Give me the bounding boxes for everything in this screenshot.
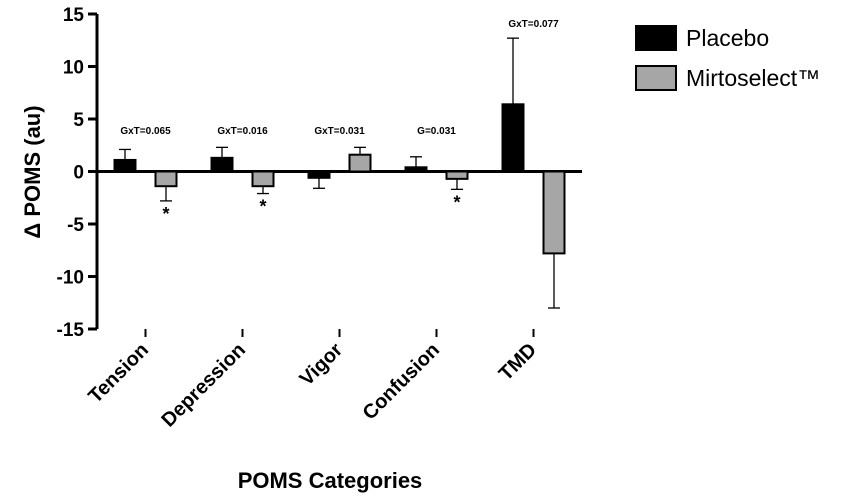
y-tick-label: -15 [57, 320, 85, 341]
x-tick-label: Vigor [296, 339, 348, 391]
significance-star: * [259, 197, 266, 217]
bar-vigor-placebo [307, 170, 331, 179]
x-axis-title: POMS Categories [238, 468, 423, 493]
bar-confusion-placebo [404, 166, 428, 173]
annotations: * GxT=0.065 * GxT=0.016 GxT=0.031 * G=0.031 GxT… [120, 19, 559, 224]
significance-star: * [453, 192, 460, 212]
legend-label: Placebo [686, 25, 769, 51]
significance-star: * [162, 204, 169, 224]
y-tick-label: 5 [73, 110, 84, 131]
p-value-annotation: GxT=0.031 [314, 126, 365, 137]
y-tick-label: -10 [57, 268, 84, 289]
y-tick-label: 0 [73, 163, 84, 184]
legend-swatch [635, 65, 677, 91]
bar-depression-placebo [210, 156, 234, 173]
p-value-annotation: G=0.031 [417, 126, 456, 137]
y-tick-label: -5 [67, 215, 84, 236]
x-tick-label: Confusion [359, 339, 444, 424]
legend: Placebo Mirtoselect™ [635, 25, 820, 91]
y-tick-label: 10 [63, 58, 84, 79]
p-value-annotation: GxT=0.065 [120, 126, 171, 137]
bar-tmd-mirtoselect [542, 170, 566, 255]
error-bars [119, 37, 560, 309]
p-value-annotation: GxT=0.016 [217, 126, 268, 137]
x-tick-label: Depression [157, 339, 250, 432]
x-tick-label: Tension [84, 339, 153, 408]
bar-vigor-mirtoselect [348, 153, 372, 173]
legend-swatch [635, 25, 677, 51]
y-tick-label: 15 [63, 5, 85, 26]
bar-tmd-placebo [501, 103, 525, 173]
bar-confusion-mirtoselect [445, 170, 469, 180]
bar-tension-placebo [113, 158, 137, 173]
p-value-annotation: GxT=0.077 [508, 19, 559, 30]
x-tick-label: TMD [495, 339, 541, 385]
y-axis-title: Δ POMS (au) [20, 105, 45, 238]
bar-tension-mirtoselect [154, 170, 178, 188]
legend-label: Mirtoselect™ [686, 65, 820, 91]
bar-depression-mirtoselect [251, 170, 275, 188]
